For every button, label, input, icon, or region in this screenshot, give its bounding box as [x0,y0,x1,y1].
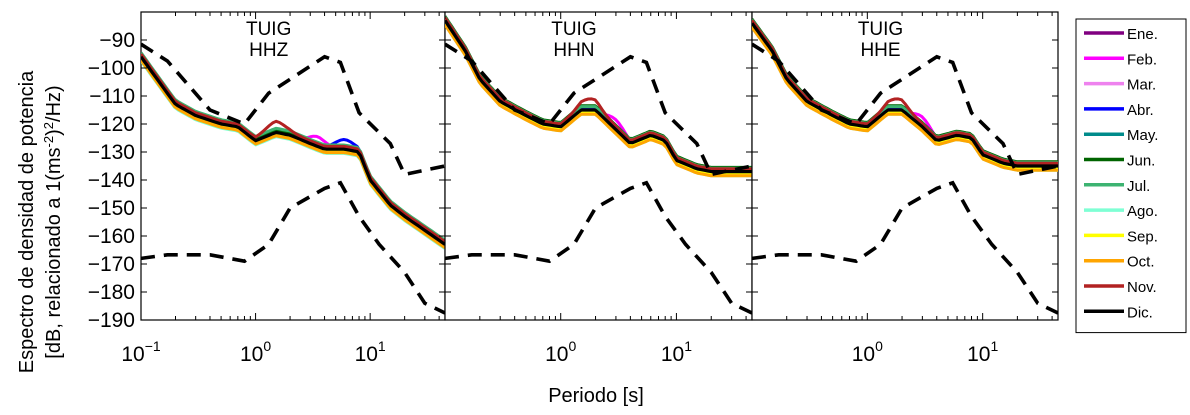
legend-item: Nov. [1084,279,1157,296]
y-tick-label: −120 [88,113,135,136]
noise-model-low-line [445,180,752,315]
legend-label: Abr. [1127,102,1154,119]
legend-label: Ene. [1127,26,1158,43]
y-tick-label: −100 [88,57,135,80]
legend-label: Mar. [1127,77,1156,94]
legend-label: Nov. [1127,279,1157,296]
x-tick-label: 100 [545,338,576,366]
plot-lines [445,15,752,315]
series-line-nov [141,53,445,243]
x-tick-label: 100 [240,338,271,366]
x-tick-label: 101 [967,338,998,366]
plot-panels: −90 −100 −110 −120 −130 −140 −150 −160 −170 −180 −… [88,11,1059,366]
legend-item: Feb. [1084,51,1157,68]
legend-item: Jun. [1084,153,1155,170]
y-tick-label: −150 [88,197,135,220]
legend-label: Jun. [1127,153,1155,170]
noise-model-high-line [141,42,445,177]
y-tick-label: −160 [88,225,135,248]
legend-label: Dic. [1127,304,1153,321]
noise-model-low-line [141,180,445,315]
plot-area-frame [140,11,446,321]
legend-item: Oct. [1084,254,1155,271]
legend-frame [1075,18,1187,334]
legend-label: Jul. [1127,178,1150,195]
x-axis-label: Periodo [s] [548,385,644,407]
panel-title-channel: HHN [553,40,594,61]
y-axis-label: Espectro de densidad de potencia [dB, re… [16,70,65,373]
legend-item: Abr. [1084,102,1154,119]
x-tick-label: 100 [852,338,883,366]
y-tick-label: −170 [88,253,135,276]
legend-label: Ago. [1127,203,1158,220]
psd-panel-hhz: −90 −100 −110 −120 −130 −140 −150 −160 −170 −180 −… [88,11,446,366]
legend-item: Ago. [1084,203,1158,220]
series-line-oct [445,23,752,178]
panel-title-channel: HHZ [249,40,288,61]
series-line-dic [445,19,752,174]
legend-item: Dic. [1084,304,1153,321]
legend-item: Sep. [1084,228,1158,245]
legend-item: May. [1084,127,1158,144]
series-line-dic [141,55,445,246]
series-line-oct [752,26,1058,172]
series-line-nov [752,19,1058,165]
panel-title-station: TUIG [246,19,291,40]
y-tick-label: −140 [88,169,135,192]
legend-item: Mar. [1084,77,1156,94]
plot-lines [141,42,445,315]
series-line-dic [752,22,1058,168]
noise-model-high-line [445,42,752,177]
legend: Ene. Feb. Mar. Abr. May. Jun. Jul. Ago. Sep. Oct.… [1075,18,1187,334]
y-tick-label: −180 [88,281,135,304]
x-tick-label: 101 [355,338,386,366]
noise-model-low-line [752,180,1058,315]
panel-title-station: TUIG [551,19,596,40]
y-tick-label: −110 [89,85,135,108]
x-tick-label: 101 [661,338,692,366]
y-tick-label: −130 [88,141,135,164]
series-line-nov [445,16,752,171]
x-tick-label: 10−1 [121,338,161,366]
series-line-oct [141,59,445,250]
y-tick-label: −90 [99,29,135,52]
noise-model-high-line [752,42,1058,177]
legend-label: Feb. [1127,51,1157,68]
y-tick-label: −190 [88,309,135,332]
panel-title-station: TUIG [858,19,903,40]
legend-label: Oct. [1127,254,1155,271]
legend-item: Jul. [1084,178,1150,195]
y-axis-label-line1: Espectro de densidad de potencia [16,70,38,373]
plot-lines [752,18,1058,315]
legend-label: May. [1127,127,1158,144]
legend-item: Ene. [1084,26,1158,43]
panel-title-channel: HHE [860,40,900,61]
y-axis-label-line2: [dB, relacionado a 1(ms-2)2/Hz) [41,85,66,358]
legend-label: Sep. [1127,228,1158,245]
